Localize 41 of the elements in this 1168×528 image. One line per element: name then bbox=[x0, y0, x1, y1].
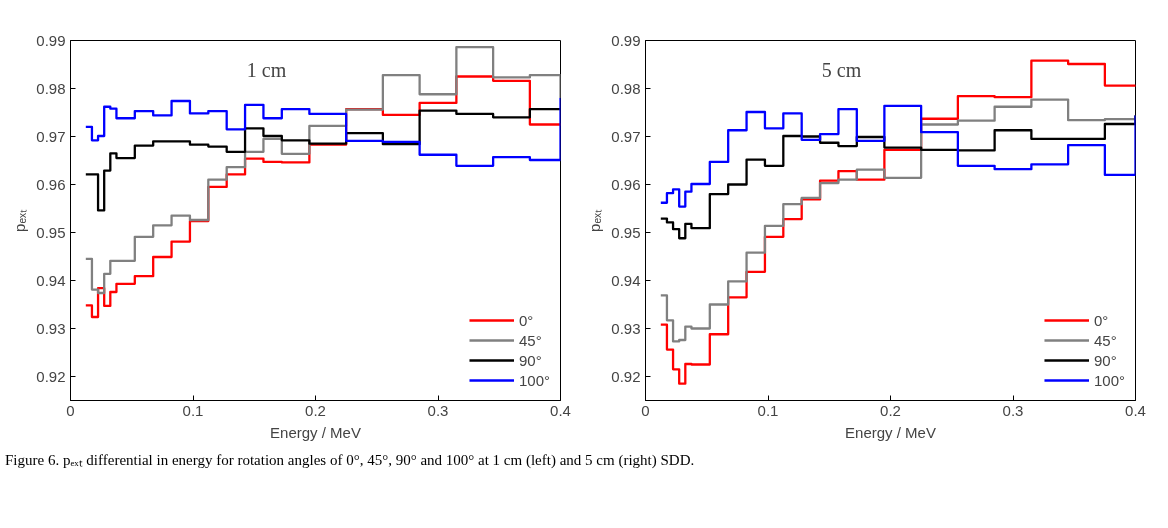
y-tick-label: 0.93 bbox=[36, 319, 66, 337]
x-axis-title: Energy / MeV bbox=[270, 423, 361, 441]
y-tick-label: 0.97 bbox=[611, 127, 641, 145]
y-tick-label: 0.96 bbox=[611, 175, 641, 193]
x-axis-title: Energy / MeV bbox=[845, 423, 936, 441]
y-tick-label: 0.99 bbox=[36, 31, 66, 49]
caption: Figure 6. pₑₓₜ differential in energy for rotation angles of 0°, 45°, 90° and 100° at 1 cm (left) and 5 cm (right) SDD. bbox=[5, 451, 695, 470]
legend-label: 100° bbox=[518, 371, 550, 389]
x-tick-label: 0.4 bbox=[550, 401, 571, 419]
annotation: 1 cm bbox=[246, 58, 287, 81]
x-tick-label: 0.4 bbox=[1125, 401, 1146, 419]
x-tick-label: 0.3 bbox=[427, 401, 449, 419]
y-tick-label: 0.98 bbox=[36, 79, 66, 97]
y-tick-label: 0.95 bbox=[611, 223, 641, 241]
x-tick-label: 0 bbox=[641, 401, 650, 419]
legend-label: 45° bbox=[518, 331, 542, 349]
annotation: 5 cm bbox=[821, 58, 862, 81]
x-tick-label: 0.2 bbox=[305, 401, 326, 419]
x-tick-label: 0.1 bbox=[182, 401, 204, 419]
legend-label: 45° bbox=[1093, 331, 1117, 349]
y-tick-label: 0.94 bbox=[611, 271, 641, 289]
y-tick-label: 0.98 bbox=[611, 79, 641, 97]
y-axis-title: pₑₓₜ bbox=[11, 209, 29, 232]
y-tick-label: 0.97 bbox=[36, 127, 66, 145]
x-tick-label: 0.1 bbox=[757, 401, 779, 419]
y-tick-label: 0.93 bbox=[611, 319, 641, 337]
x-tick-label: 0.2 bbox=[880, 401, 901, 419]
legend-label: 100° bbox=[1093, 371, 1125, 389]
legend-label: 0° bbox=[518, 311, 535, 329]
legend-label: 90° bbox=[1093, 351, 1117, 369]
x-tick-label: 0.3 bbox=[1002, 401, 1024, 419]
legend-label: 0° bbox=[1093, 311, 1110, 329]
y-tick-label: 0.99 bbox=[611, 31, 641, 49]
legend-label: 90° bbox=[518, 351, 542, 369]
y-tick-label: 0.92 bbox=[36, 367, 66, 385]
y-tick-label: 0.92 bbox=[611, 367, 641, 385]
y-tick-label: 0.95 bbox=[36, 223, 66, 241]
y-axis-title: pₑₓₜ bbox=[586, 209, 604, 232]
y-tick-label: 0.96 bbox=[36, 175, 66, 193]
y-tick-label: 0.94 bbox=[36, 271, 66, 289]
x-tick-label: 0 bbox=[66, 401, 75, 419]
